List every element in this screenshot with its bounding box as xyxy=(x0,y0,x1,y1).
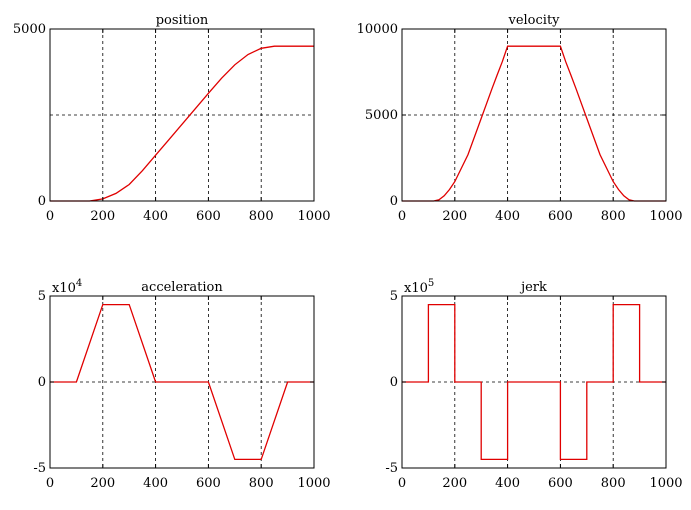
x-tick-label: 800 xyxy=(249,209,274,224)
y-tick-label: -5 xyxy=(385,461,398,476)
subplot-title: acceleration xyxy=(141,280,223,295)
x-tick-label: 0 xyxy=(46,209,54,224)
y-tick-label: 0 xyxy=(390,194,398,209)
x-tick-label: 1000 xyxy=(297,476,330,491)
y-tick-label: 0 xyxy=(38,375,46,390)
x-tick-label: 600 xyxy=(548,476,573,491)
x-tick-label: 800 xyxy=(601,209,626,224)
x-tick-label: 600 xyxy=(548,209,573,224)
subplot-title: position xyxy=(156,13,209,28)
x-tick-label: 200 xyxy=(90,209,115,224)
x-tick-label: 0 xyxy=(46,476,54,491)
x-tick-label: 0 xyxy=(398,476,406,491)
x-tick-label: 1000 xyxy=(649,209,682,224)
axis-multiplier: x104 xyxy=(52,278,82,296)
subplot-title: jerk xyxy=(519,280,547,295)
x-tick-label: 400 xyxy=(143,476,168,491)
x-tick-label: 200 xyxy=(90,476,115,491)
x-tick-label: 800 xyxy=(249,476,274,491)
jerk-curve xyxy=(402,303,666,461)
y-tick-label: -5 xyxy=(33,461,46,476)
x-tick-label: 1000 xyxy=(297,209,330,224)
y-tick-label: 5 xyxy=(390,289,398,304)
velocity-curve xyxy=(402,45,666,202)
x-tick-label: 800 xyxy=(601,476,626,491)
x-tick-label: 400 xyxy=(495,476,520,491)
x-tick-label: 0 xyxy=(398,209,406,224)
x-tick-label: 1000 xyxy=(649,476,682,491)
y-tick-label: 5000 xyxy=(13,22,46,37)
x-tick-label: 400 xyxy=(495,209,520,224)
subplot-position: 0 200 400 600 800 1000 0 5000 position xyxy=(13,13,331,224)
subplot-title: velocity xyxy=(507,13,560,28)
y-tick-label: 0 xyxy=(38,194,46,209)
plot-frame xyxy=(49,28,315,202)
axis-multiplier: x105 xyxy=(404,278,434,296)
x-tick-label: 600 xyxy=(196,476,221,491)
acceleration-curve xyxy=(50,303,314,461)
y-tick-label: 10000 xyxy=(357,22,398,37)
x-tick-label: 600 xyxy=(196,209,221,224)
y-tick-label: 5000 xyxy=(365,108,398,123)
y-tick-label: 0 xyxy=(390,375,398,390)
x-tick-label: 400 xyxy=(143,209,168,224)
position-curve xyxy=(50,45,314,202)
y-tick-label: 5 xyxy=(38,289,46,304)
x-tick-label: 200 xyxy=(442,476,467,491)
x-tick-label: 200 xyxy=(442,209,467,224)
